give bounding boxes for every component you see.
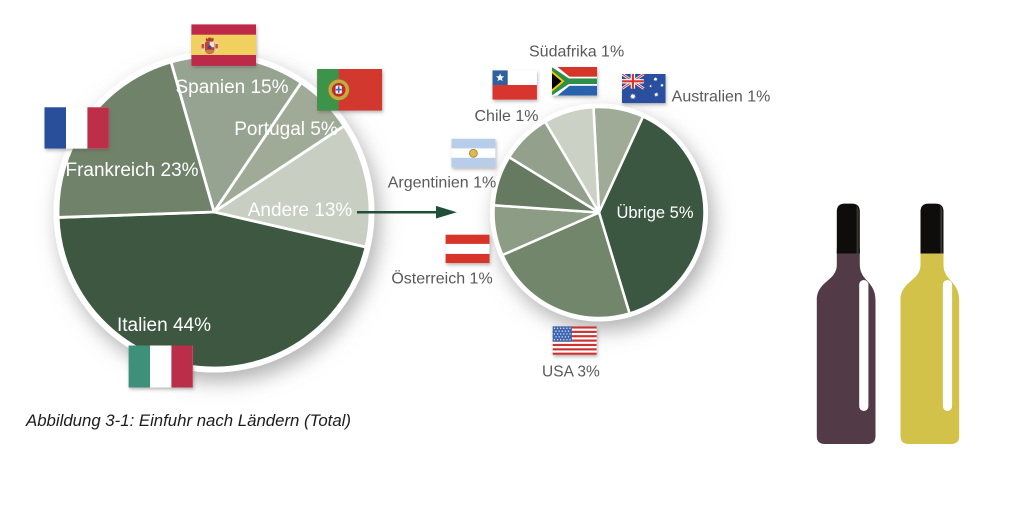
svg-text:Übrige 5%: Übrige 5% — [616, 204, 693, 222]
svg-text:Österreich 1%: Österreich 1% — [391, 270, 492, 288]
svg-text:Frankreich 23%: Frankreich 23% — [65, 160, 198, 181]
svg-text:Andere 13%: Andere 13% — [248, 200, 353, 221]
svg-text:Südafrika 1%: Südafrika 1% — [529, 44, 624, 61]
svg-text:Spanien 15%: Spanien 15% — [175, 77, 288, 98]
svg-text:Italien 44%: Italien 44% — [117, 315, 211, 336]
svg-text:USA 3%: USA 3% — [542, 364, 600, 381]
svg-text:Chile 1%: Chile 1% — [474, 108, 538, 125]
svg-text:Portugal 5%: Portugal 5% — [234, 119, 338, 140]
svg-text:Australien 1%: Australien 1% — [672, 89, 771, 106]
svg-text:Abbildung 3-1: Einfuhr nach Lä: Abbildung 3-1: Einfuhr nach Ländern (Tot… — [25, 411, 351, 430]
svg-text:Argentinien 1%: Argentinien 1% — [388, 175, 497, 192]
